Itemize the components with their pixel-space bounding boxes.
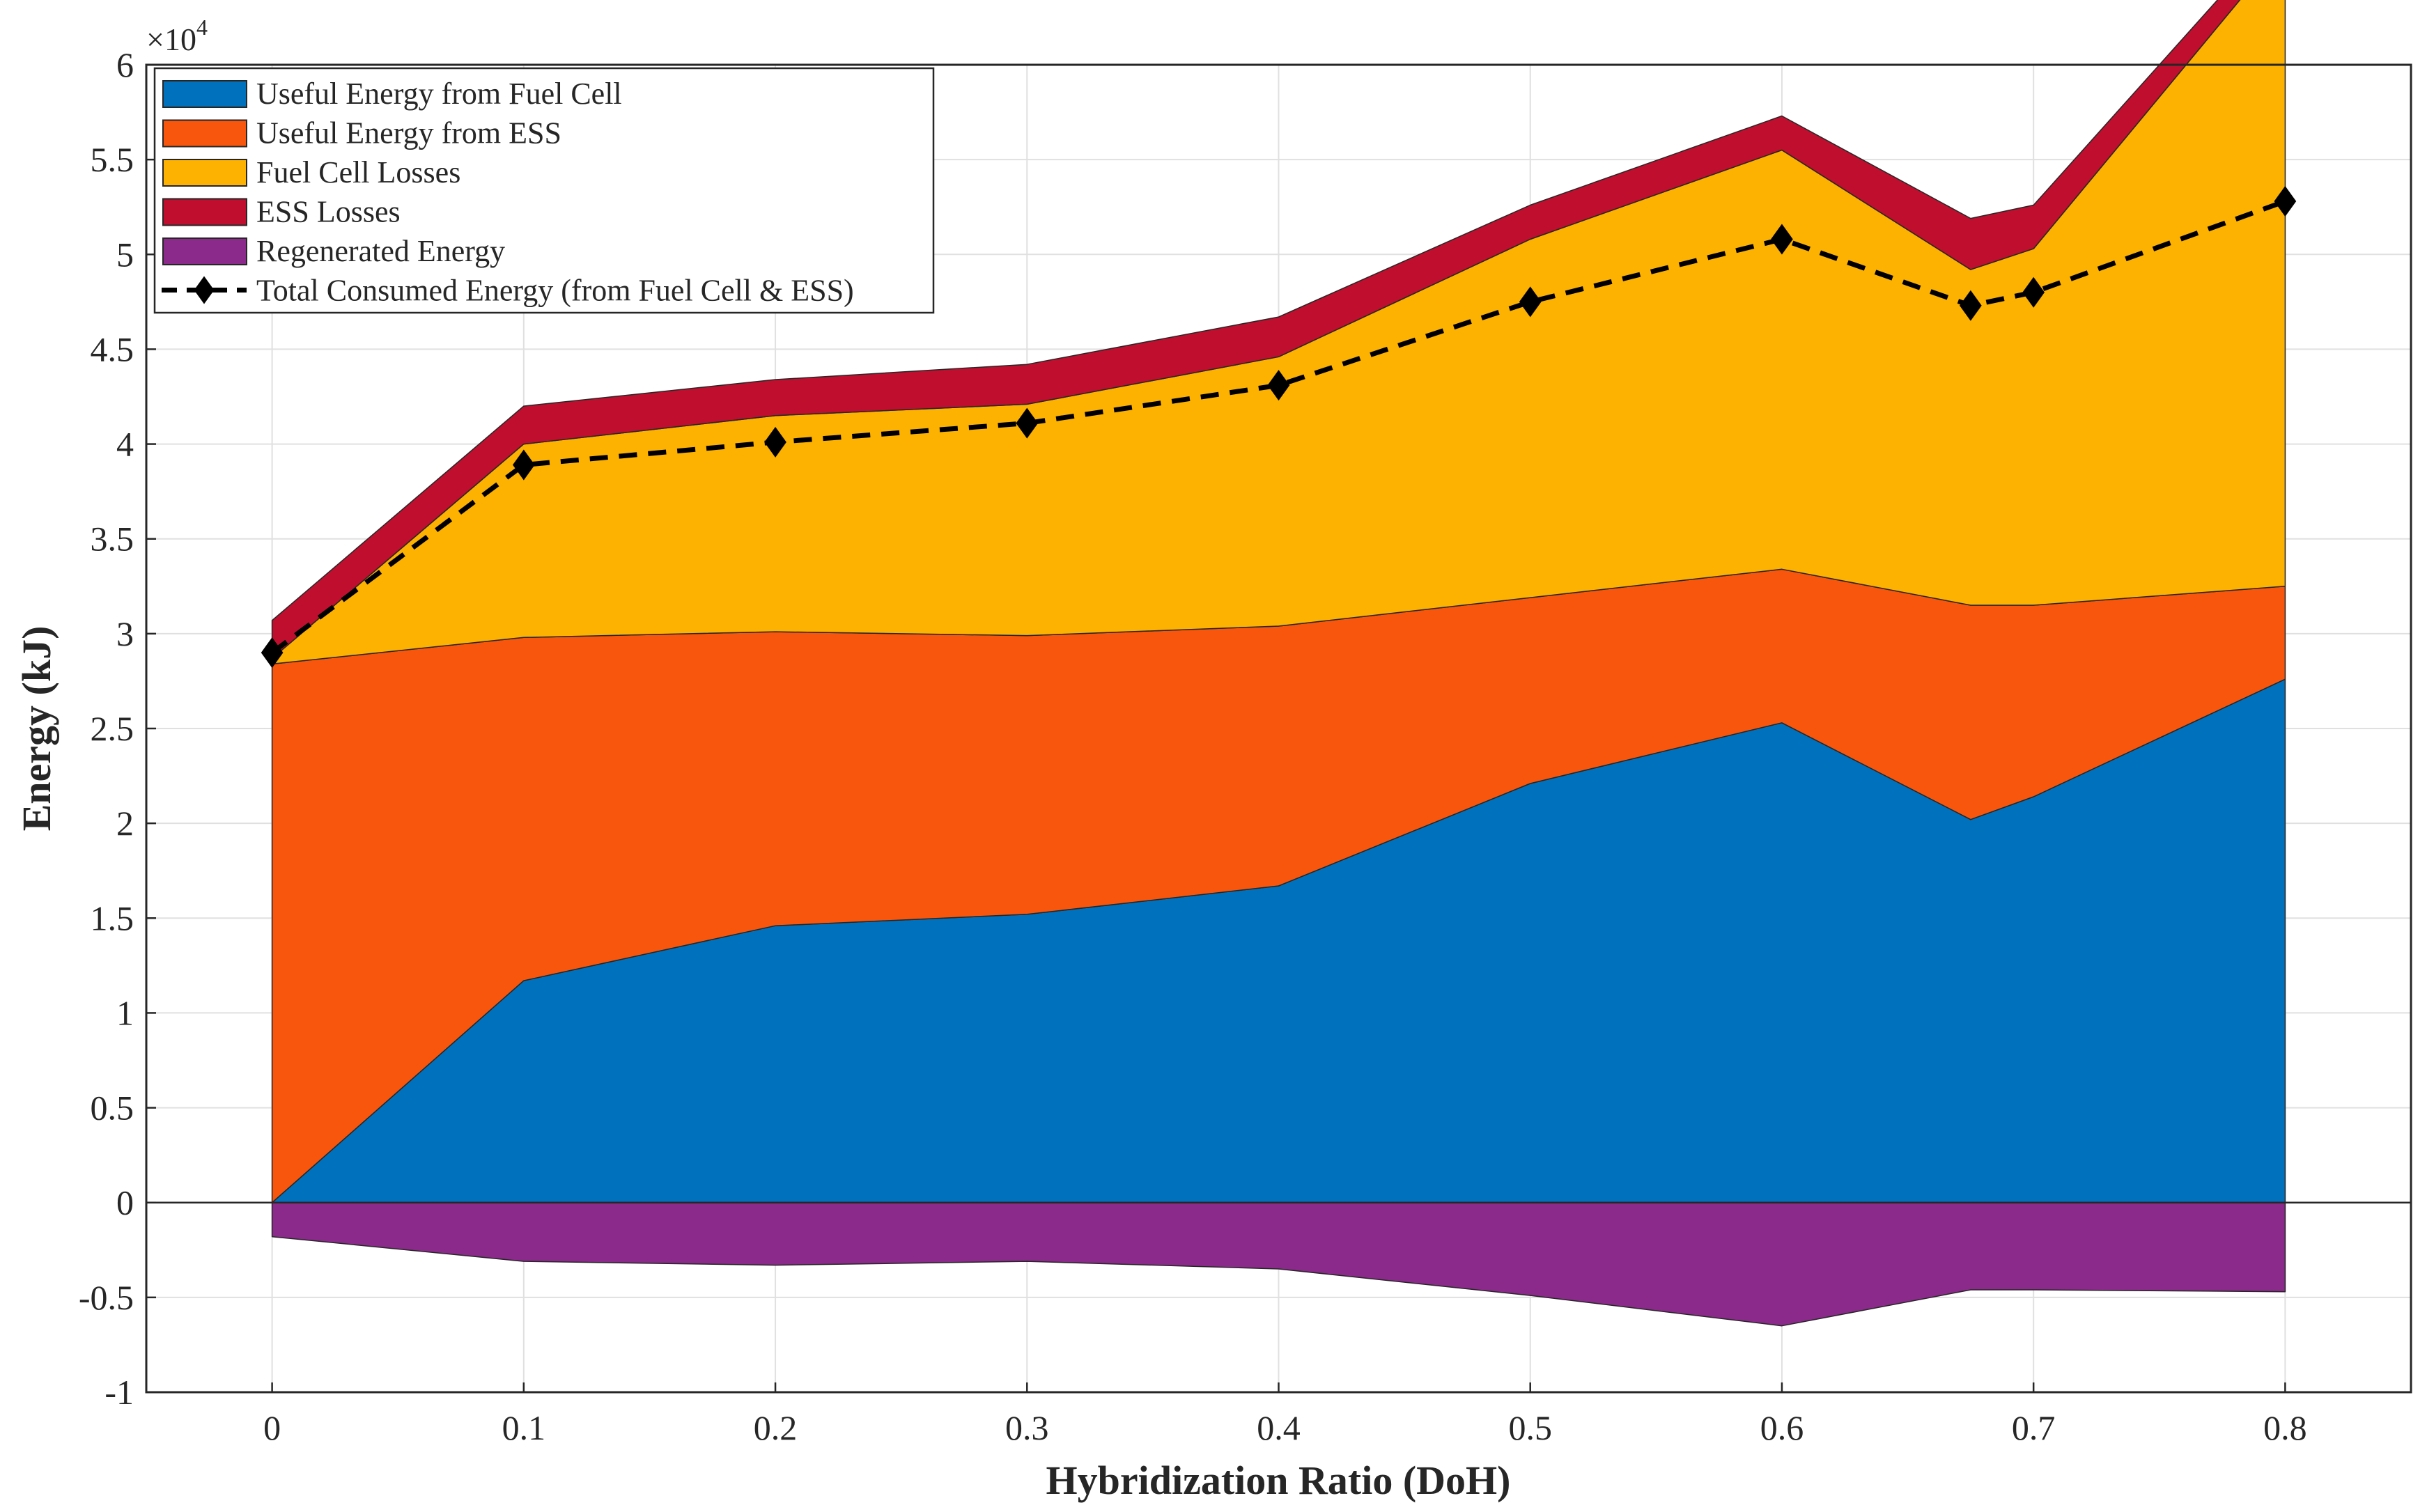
stacked-areas (271, 0, 2286, 1327)
y-multiplier-label: ×104 (146, 15, 208, 57)
x-tick-label: 0.5 (1508, 1408, 1552, 1447)
x-tick-label: 0.6 (1760, 1408, 1804, 1447)
y-tick-label: 3 (116, 614, 134, 653)
legend-swatch-fuel-cell-losses (162, 159, 247, 187)
legend-swatch-useful-energy-from-fuel-cell (162, 80, 247, 108)
x-tick-label: 0.3 (1005, 1408, 1049, 1447)
y-tick-label: -0.5 (79, 1278, 134, 1317)
y-tick-label: 5.5 (91, 140, 134, 179)
y-tick-label: 0 (116, 1183, 134, 1222)
total-consumed-line (261, 186, 2297, 669)
diamond-marker (1771, 224, 1793, 255)
x-tick-label: 0.7 (2012, 1408, 2056, 1447)
legend-label: Regenerated Energy (256, 234, 505, 268)
diamond-marker (1016, 407, 1039, 439)
x-tick-label: 0.2 (754, 1408, 798, 1447)
x-tick-label: 0 (263, 1408, 281, 1447)
diamond-marker (764, 426, 786, 458)
diamond-marker (261, 637, 284, 669)
y-tick-label: 4.5 (91, 329, 134, 368)
x-tick-label: 0.8 (2263, 1408, 2307, 1447)
legend-diamond-marker (194, 276, 215, 304)
diamond-marker (1960, 290, 1982, 321)
legend-swatch-useful-energy-from-ess (162, 119, 247, 148)
area-ess-losses (271, 0, 2241, 660)
legend-label: Total Consumed Energy (from Fuel Cell & … (256, 274, 854, 308)
y-tick-label: 2.5 (91, 709, 134, 748)
y-tick-label: 1 (116, 993, 134, 1032)
legend-label: Useful Energy from ESS (256, 116, 561, 150)
y-tick-label: 0.5 (91, 1089, 134, 1128)
y-tick-label: 4 (116, 425, 134, 464)
y-tick-label: 5 (116, 235, 134, 274)
y-tick-label: 2 (116, 804, 134, 843)
legend-label: Useful Energy from Fuel Cell (256, 77, 622, 111)
diamond-marker (2022, 276, 2045, 308)
diamond-marker (1519, 286, 1542, 318)
legend-box (153, 67, 935, 314)
diamond-marker (512, 449, 535, 481)
legend-label: Fuel Cell Losses (256, 155, 460, 189)
y-tick-label: 3.5 (91, 520, 134, 559)
x-tick-label: 0.1 (502, 1408, 546, 1447)
diamond-marker (2274, 186, 2297, 217)
y-tick-label: 6 (116, 45, 134, 84)
y-tick-label: -1 (104, 1373, 134, 1412)
legend-swatch-ess-losses (162, 198, 247, 226)
legend-swatch-regenerated-energy (162, 237, 247, 265)
legend-label: ESS Losses (256, 195, 401, 229)
x-tick-label: 0.4 (1257, 1408, 1301, 1447)
y-tick-label: 1.5 (91, 898, 134, 937)
y-axis-label: Energy (kJ) (14, 626, 59, 832)
legend: Useful Energy from Fuel Cell Useful Energ… (153, 67, 935, 314)
diamond-marker (1267, 370, 1290, 401)
axis-ticks: -1 -0.5 0 0.5 1 1.5 2 2.5 3 3.5 4 4.5 5 5.5 6 0 0.1 0.2 0.… (79, 45, 2307, 1447)
line-total-consumed-energy-from-fuel-cell-ess (270, 198, 2286, 655)
x-axis-label: Hybridization Ratio (DoH) (1046, 1458, 1511, 1503)
